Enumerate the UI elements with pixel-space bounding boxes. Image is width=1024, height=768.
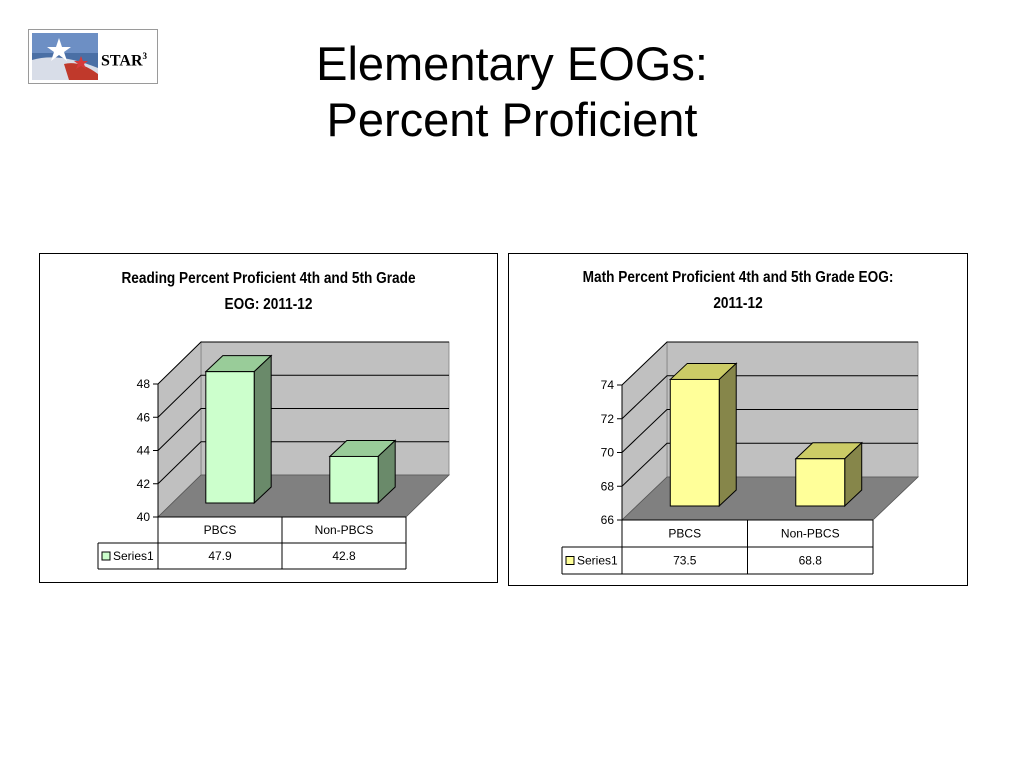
bar — [669, 378, 720, 507]
gridline — [621, 341, 918, 386]
gridline — [157, 341, 449, 385]
reading-chart-title-line2: EOG: 2011-12 — [224, 296, 313, 313]
y-tick-label: 40 — [137, 510, 151, 524]
reading-chart-title: Reading Percent Proficient 4th and 5th G… — [67, 266, 469, 318]
bar — [329, 455, 379, 504]
legend-key — [565, 556, 575, 565]
math-chart: Math Percent Proficient 4th and 5th Grad… — [508, 253, 968, 586]
reading-chart-plot: 40 42 44 46 48 PBCS Non-PBCS 47.9 42.8 Series1 — [97, 341, 450, 570]
chart-floor — [157, 474, 450, 518]
bar — [795, 458, 846, 507]
chart-floor — [621, 476, 919, 521]
data-label: 68.8 — [799, 554, 823, 568]
slide-title: Elementary EOGs: Percent Proficient — [150, 36, 874, 148]
y-tick-label: 42 — [137, 477, 151, 491]
y-tick-label: 66 — [601, 513, 615, 527]
legend-label: Series1 — [577, 554, 618, 568]
y-tick-label: 70 — [601, 446, 615, 460]
reading-chart-title-line1: Reading Percent Proficient 4th and 5th G… — [121, 270, 416, 287]
math-chart-plot: 66 68 70 72 74 PBCS Non-PBCS 73.5 68.8 Series1 — [561, 341, 919, 575]
bar-side — [253, 354, 272, 505]
math-chart-title-line1: Math Percent Proficient 4th and 5th Grad… — [582, 269, 894, 286]
gridline — [157, 408, 449, 451]
y-tick-label: 68 — [601, 479, 615, 493]
y-tick-label: 72 — [601, 412, 615, 426]
math-chart-title: Math Percent Proficient 4th and 5th Grad… — [536, 265, 939, 317]
y-tick-label: 48 — [137, 377, 151, 391]
reading-chart: Reading Percent Proficient 4th and 5th G… — [39, 253, 498, 583]
gridline — [621, 375, 918, 420]
category-label: PBCS — [204, 523, 237, 537]
category-label: Non-PBCS — [315, 523, 374, 537]
data-label: 42.8 — [332, 549, 356, 563]
gridline — [621, 409, 918, 453]
y-tick-label: 74 — [601, 378, 615, 392]
y-tick-label: 44 — [137, 444, 151, 458]
logo-graphic — [32, 33, 156, 80]
bar-side — [718, 362, 737, 508]
legend-key — [101, 551, 111, 561]
gridline — [157, 374, 449, 418]
logo-text: STAR3 — [101, 51, 147, 70]
math-chart-title-line2: 2011-12 — [713, 295, 763, 312]
data-label: 47.9 — [208, 549, 232, 563]
category-label: PBCS — [668, 527, 701, 541]
star3-logo: STAR3 — [28, 29, 158, 84]
legend-label: Series1 — [113, 549, 154, 563]
slide-title-line2: Percent Proficient — [326, 93, 698, 146]
category-label: Non-PBCS — [781, 527, 840, 541]
data-label: 73.5 — [673, 554, 697, 568]
bar — [205, 371, 255, 504]
slide-title-line1: Elementary EOGs: — [316, 37, 708, 90]
star-icon — [47, 38, 71, 61]
y-tick-label: 46 — [137, 410, 151, 424]
